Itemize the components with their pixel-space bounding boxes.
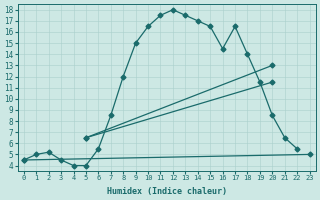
X-axis label: Humidex (Indice chaleur): Humidex (Indice chaleur) [107, 187, 227, 196]
